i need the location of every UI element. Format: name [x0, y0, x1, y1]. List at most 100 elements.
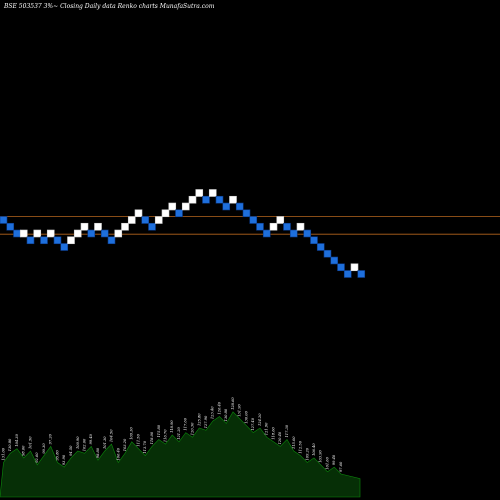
down-brick [303, 229, 312, 238]
up-brick [208, 189, 217, 197]
volume-label: 125.80 [197, 413, 201, 426]
volume-label: 131.90 [238, 404, 242, 417]
volume-label: 98.60 [22, 445, 26, 456]
volume-label: 93.90 [62, 454, 66, 465]
volume-label: 109.20 [305, 447, 309, 460]
volume-label: 126.40 [218, 401, 222, 414]
volume-label: 106.40 [312, 443, 316, 456]
down-brick [289, 229, 298, 238]
volume-label: 106.40 [116, 447, 120, 460]
down-brick [107, 236, 116, 245]
volume-label: 92.60 [35, 452, 39, 463]
volume-label: 127.90 [204, 415, 208, 428]
volume-label: 130.80 [8, 438, 12, 451]
volume-label: 90.30 [42, 443, 46, 454]
down-brick [316, 243, 325, 251]
down-brick [202, 195, 210, 204]
volume-label: 111.50 [137, 433, 141, 446]
down-brick [256, 222, 264, 231]
volume-label: 124.20 [258, 413, 262, 426]
volume-label: 118.90 [170, 420, 174, 433]
volume-label: 117.60 [184, 417, 188, 430]
volume-label: 130.00 [245, 410, 249, 423]
up-brick [127, 216, 136, 224]
volume-label: 109.30 [130, 427, 134, 440]
up-brick [94, 222, 102, 231]
down-brick [323, 249, 332, 258]
up-brick [73, 229, 82, 238]
volume-label: 112.50 [299, 440, 303, 453]
up-brick [19, 229, 28, 238]
down-brick [141, 216, 150, 224]
up-brick [168, 202, 177, 211]
up-brick [276, 216, 285, 224]
up-brick [80, 222, 89, 231]
down-brick [343, 270, 352, 278]
up-brick [181, 202, 190, 211]
up-brick [33, 229, 42, 238]
chart-title: BSE 503537 3%~ Closing Daily data Renko … [3, 3, 215, 10]
down-brick [310, 236, 318, 245]
volume-label: 95.80 [56, 449, 60, 460]
down-brick [262, 229, 271, 238]
volume-label: 103.90 [319, 450, 323, 463]
volume-label: 121.90 [265, 422, 269, 435]
down-brick [100, 229, 109, 238]
volume-label: 104.30 [15, 433, 19, 446]
down-brick [242, 209, 251, 218]
volume-label: 128.60 [231, 397, 235, 410]
up-brick [154, 216, 163, 224]
up-brick [195, 189, 204, 197]
volume-label: 121.20 [177, 427, 181, 440]
up-brick [296, 222, 305, 231]
volume-label: 118.00 [150, 431, 154, 444]
volume-label: 101.30 [103, 436, 107, 449]
volume-label: 117.30 [285, 424, 289, 437]
volume-label: 120.30 [191, 422, 195, 435]
down-brick [222, 202, 231, 211]
volume-label: 113.70 [143, 440, 147, 453]
up-brick [114, 229, 123, 238]
volume-label: 115.80 [157, 424, 161, 437]
volume-area [0, 411, 361, 498]
down-brick [6, 222, 15, 231]
volume-label: 99.40 [332, 454, 336, 465]
down-brick [357, 270, 366, 278]
down-brick [337, 263, 345, 272]
volume-label: 100.90 [76, 436, 80, 449]
down-brick [283, 222, 291, 231]
volume-label: 118.60 [272, 427, 276, 440]
up-brick [134, 209, 143, 218]
volume-label: 102.60 [83, 438, 87, 451]
up-brick [269, 222, 278, 231]
down-brick [249, 216, 258, 224]
volume-label: 94.50 [69, 445, 73, 456]
volume-label: 101.60 [326, 456, 330, 469]
up-brick [188, 195, 197, 204]
volume-label: 103.20 [123, 438, 127, 451]
volume-label: 120.40 [278, 431, 282, 444]
down-brick [330, 256, 339, 265]
volume-label: 115.00 [292, 436, 296, 449]
down-brick [215, 195, 224, 204]
down-brick [13, 229, 21, 238]
down-brick [148, 222, 156, 231]
volume-label: 97.60 [339, 461, 343, 472]
volume-label: 97.20 [49, 433, 53, 444]
volume-area-path [0, 411, 361, 498]
volume-label: 130.80 [224, 408, 228, 421]
up-brick [229, 195, 237, 204]
down-brick [235, 202, 244, 211]
up-brick [161, 209, 170, 218]
up-brick [350, 263, 359, 272]
up-brick [46, 229, 55, 238]
down-brick [60, 243, 69, 251]
down-brick [175, 209, 183, 218]
volume-label: 116.70 [164, 429, 168, 442]
down-brick [87, 229, 96, 238]
renko-bricks [0, 189, 366, 278]
volume-label: 101.50 [29, 436, 33, 449]
up-brick [67, 236, 75, 245]
down-brick [0, 216, 8, 224]
